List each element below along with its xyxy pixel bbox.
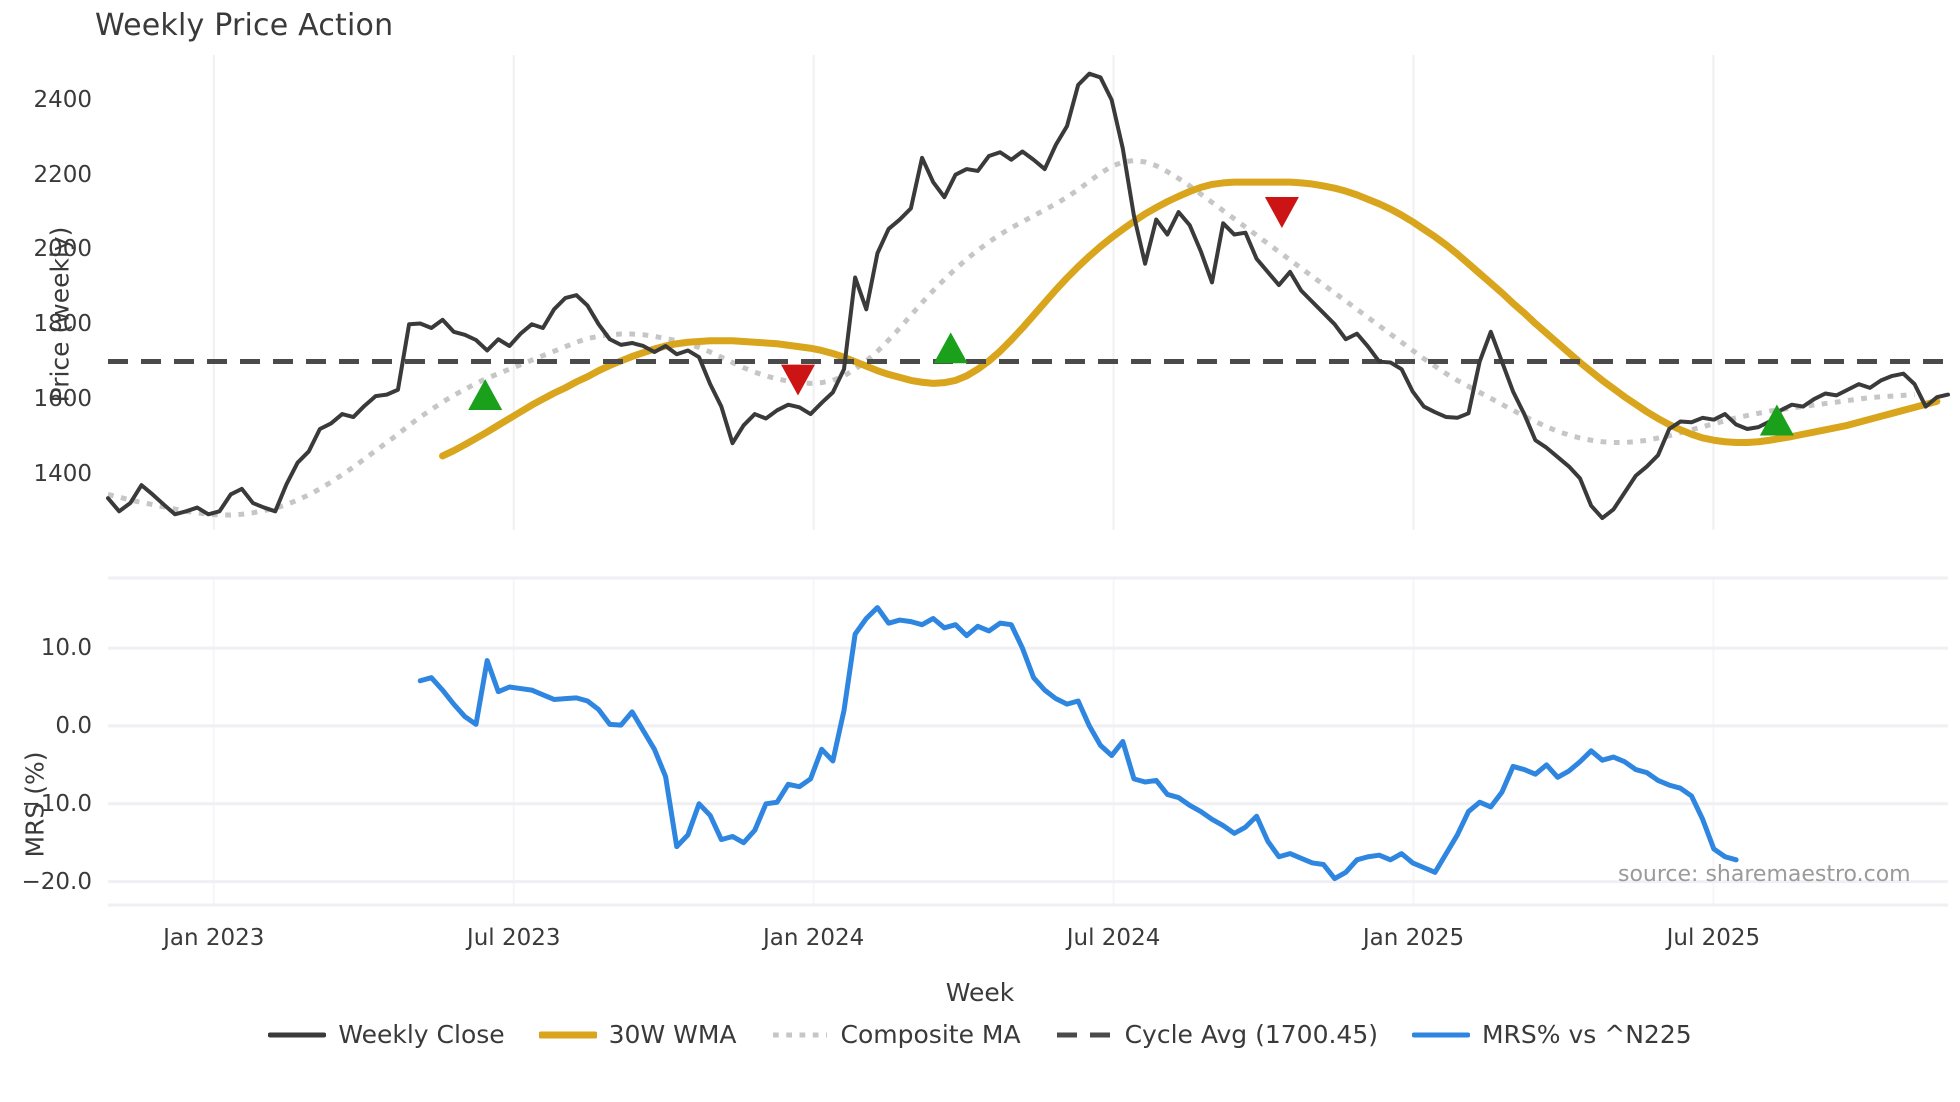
price-panel-background [108, 55, 1948, 530]
marker-sell-1[interactable] [781, 364, 815, 396]
x-tick-jul-2024: Jul 2024 [1066, 925, 1161, 951]
legend-item-mrs-vs-n225[interactable]: MRS% vs ^N225 [1411, 1020, 1692, 1049]
source-watermark: source: sharemaestro.com [1618, 862, 1911, 887]
legend-label: MRS% vs ^N225 [1481, 1020, 1692, 1049]
legend-item-composite-ma[interactable]: Composite MA [771, 1020, 1021, 1049]
x-tick-jul-2023: Jul 2023 [466, 925, 561, 951]
marker-buy-0[interactable] [468, 379, 503, 410]
series-line-weekly-close [106, 71, 1950, 521]
x-axis-label: Week [945, 978, 1015, 1007]
legend-swatch-2 [772, 1032, 827, 1037]
mrs-y-tick-2: −10.0 [21, 790, 92, 817]
mrs-y-tick-3: −20.0 [21, 868, 92, 895]
legend-swatch-3 [1056, 1032, 1111, 1037]
x-tick-jan-2023: Jan 2023 [163, 925, 265, 951]
price-y-tick-2000: 2000 [33, 236, 92, 263]
legend-label: Cycle Avg (1700.45) [1124, 1020, 1378, 1049]
legend-swatch-0 [268, 1032, 327, 1037]
mrs-y-tick-0: 10.0 [40, 635, 92, 662]
marker-buy-2[interactable] [933, 332, 968, 364]
x-tick-jan-2025: Jan 2025 [1362, 925, 1465, 951]
x-tick-jul-2025: Jul 2025 [1666, 925, 1761, 951]
chart-legend: Weekly Close 30W WMA Composite MA Cycle Avg… [0, 1020, 1960, 1049]
legend-item-cycle-avg-1700-45[interactable]: Cycle Avg (1700.45) [1055, 1020, 1378, 1049]
price-y-tick-2400: 2400 [33, 86, 92, 113]
legend-item-30w-wma[interactable]: 30W WMA [538, 1020, 737, 1049]
legend-label: 30W WMA [608, 1020, 737, 1049]
price-y-tick-1600: 1600 [33, 386, 92, 413]
mrs-y-tick-1: 0.0 [55, 712, 92, 739]
price-y-tick-1800: 1800 [33, 311, 92, 338]
legend-label: Weekly Close [338, 1020, 505, 1049]
marker-sell-3[interactable] [1264, 197, 1299, 228]
chart-title: Weekly Price Action [95, 8, 394, 43]
mrs-panel-background [108, 578, 1948, 905]
price-y-tick-1400: 1400 [33, 460, 92, 487]
series-line-30w-wma [439, 178, 1941, 460]
legend-swatch-1 [538, 1031, 597, 1038]
legend-item-weekly-close[interactable]: Weekly Close [268, 1020, 505, 1049]
marker-buy-4[interactable] [1759, 404, 1794, 436]
x-tick-jan-2024: Jan 2024 [762, 925, 865, 951]
legend-label: Composite MA [840, 1020, 1021, 1049]
legend-swatch-4 [1411, 1032, 1470, 1037]
price-y-tick-2200: 2200 [33, 161, 92, 188]
series-line-mrs-vs-n225 [417, 605, 1739, 882]
